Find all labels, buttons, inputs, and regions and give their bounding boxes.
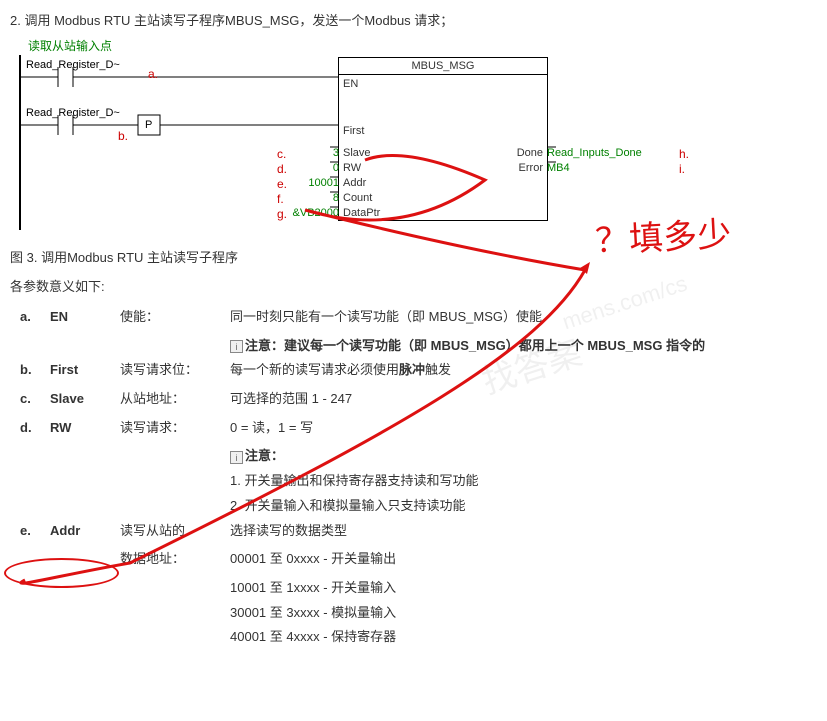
- fb-count-val: 8: [333, 192, 339, 204]
- p-a-desc: 同一时刻只能有一个读写功能（即 MBUS_MSG）使能: [230, 305, 817, 330]
- p-e-desc0: 选择读写的数据类型: [230, 519, 817, 544]
- fb-addr-val: 10001: [308, 177, 339, 189]
- letter-g: g.: [277, 207, 287, 221]
- p-e-name: Addr: [50, 519, 120, 544]
- fb-rw: RW: [343, 162, 361, 174]
- p-d-desc: 0 = 读，1 = 写: [230, 416, 817, 441]
- letter-a: a.: [148, 67, 158, 81]
- letter-i: i.: [679, 162, 685, 176]
- fb-first: First: [343, 125, 364, 137]
- p-e-desc1: 00001 至 0xxxx - 开关量输出: [230, 547, 817, 572]
- p-e-desc3: 30001 至 3xxxx - 模拟量输入: [230, 601, 817, 626]
- p-a-label: 使能：: [120, 305, 230, 330]
- fb-dataptr-val: &VB2000: [293, 207, 339, 219]
- note-icon: i: [230, 451, 243, 464]
- p-box-label: P: [145, 119, 152, 131]
- p-e-letter: e.: [20, 519, 50, 544]
- p-d-notehead: 注意：: [245, 448, 284, 463]
- fb-done-val: Read_Inputs_Done: [547, 147, 642, 159]
- letter-h: h.: [679, 147, 689, 161]
- letter-d: d.: [277, 162, 287, 176]
- p-b-name: First: [50, 358, 120, 383]
- p-a-letter: a.: [20, 305, 50, 330]
- letter-c: c.: [277, 147, 286, 161]
- param-intro: 各参数意义如下:: [10, 276, 817, 295]
- p-d-note2: 2. 开关量输入和模拟量输入只支持读功能: [230, 494, 817, 519]
- letter-f: f.: [277, 192, 284, 206]
- p-d-label: 读写请求：: [120, 416, 230, 441]
- fb-error: Error: [519, 162, 543, 174]
- p-e-label2: 数据地址：: [120, 547, 230, 572]
- diagram-comment: 读取从站输入点: [28, 37, 112, 54]
- p-c-letter: c.: [20, 387, 50, 412]
- fb-header: MBUS_MSG: [339, 58, 547, 75]
- p-b-desc: 每一个新的读写请求必须使用脉冲触发: [230, 358, 817, 383]
- p-d-name: RW: [50, 416, 120, 441]
- p-c-name: Slave: [50, 387, 120, 412]
- p-c-label: 从站地址：: [120, 387, 230, 412]
- fb-slave: Slave: [343, 147, 371, 159]
- fb-addr: Addr: [343, 177, 366, 189]
- letter-b: b.: [118, 129, 128, 143]
- p-d-letter: d.: [20, 416, 50, 441]
- p-d-note1: 1. 开关量输出和保持寄存器支持读和写功能: [230, 469, 817, 494]
- fb-slave-val: 3: [333, 147, 339, 159]
- p-e-desc2: 10001 至 1xxxx - 开关量输入: [230, 576, 817, 601]
- contact2-label: Read_Register_D~: [26, 107, 120, 119]
- p-a-name: EN: [50, 305, 120, 330]
- p-c-desc: 可选择的范围 1 - 247: [230, 387, 817, 412]
- p-b-letter: b.: [20, 358, 50, 383]
- fb-done: Done: [517, 147, 543, 159]
- section-title: 2. 调用 Modbus RTU 主站读写子程序MBUS_MSG，发送一个Mod…: [10, 10, 817, 29]
- function-block: MBUS_MSG EN First 3 Slave Done Read_Inpu…: [338, 57, 548, 221]
- hand-text: ？填多少: [594, 206, 732, 262]
- p-a-note: 注意：建议每一个读写功能（即 MBUS_MSG）都用上一个 MBUS_MSG 指…: [245, 338, 705, 353]
- fb-en: EN: [343, 78, 358, 90]
- p-e-label1: 读写从站的: [120, 519, 230, 544]
- param-list: a. EN 使能： 同一时刻只能有一个读写功能（即 MBUS_MSG）使能 i注…: [20, 305, 817, 650]
- p-e-desc4: 40001 至 4xxxx - 保持寄存器: [230, 625, 817, 650]
- note-icon: i: [230, 340, 243, 353]
- p-b-label: 读写请求位：: [120, 358, 230, 383]
- fb-rw-val: 0: [333, 162, 339, 174]
- letter-e: e.: [277, 177, 287, 191]
- fb-dataptr: DataPtr: [343, 207, 380, 219]
- contact1-label: Read_Register_D~: [26, 59, 120, 71]
- fb-count: Count: [343, 192, 372, 204]
- fb-error-val: MB4: [547, 162, 570, 174]
- ladder-diagram: 读取从站输入点 Read_Register_D~ Read_Register_D…: [18, 37, 817, 237]
